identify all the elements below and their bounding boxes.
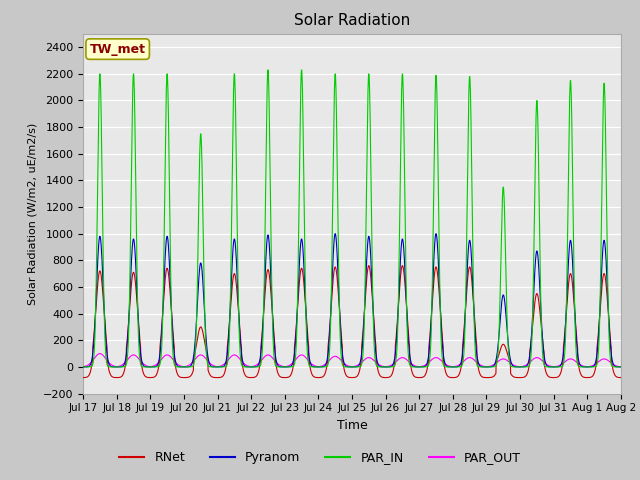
X-axis label: Time: Time (337, 419, 367, 432)
Legend: RNet, Pyranom, PAR_IN, PAR_OUT: RNet, Pyranom, PAR_IN, PAR_OUT (115, 446, 525, 469)
Title: Solar Radiation: Solar Radiation (294, 13, 410, 28)
Y-axis label: Solar Radiation (W/m2, uE/m2/s): Solar Radiation (W/m2, uE/m2/s) (28, 122, 37, 305)
Text: TW_met: TW_met (90, 43, 146, 56)
